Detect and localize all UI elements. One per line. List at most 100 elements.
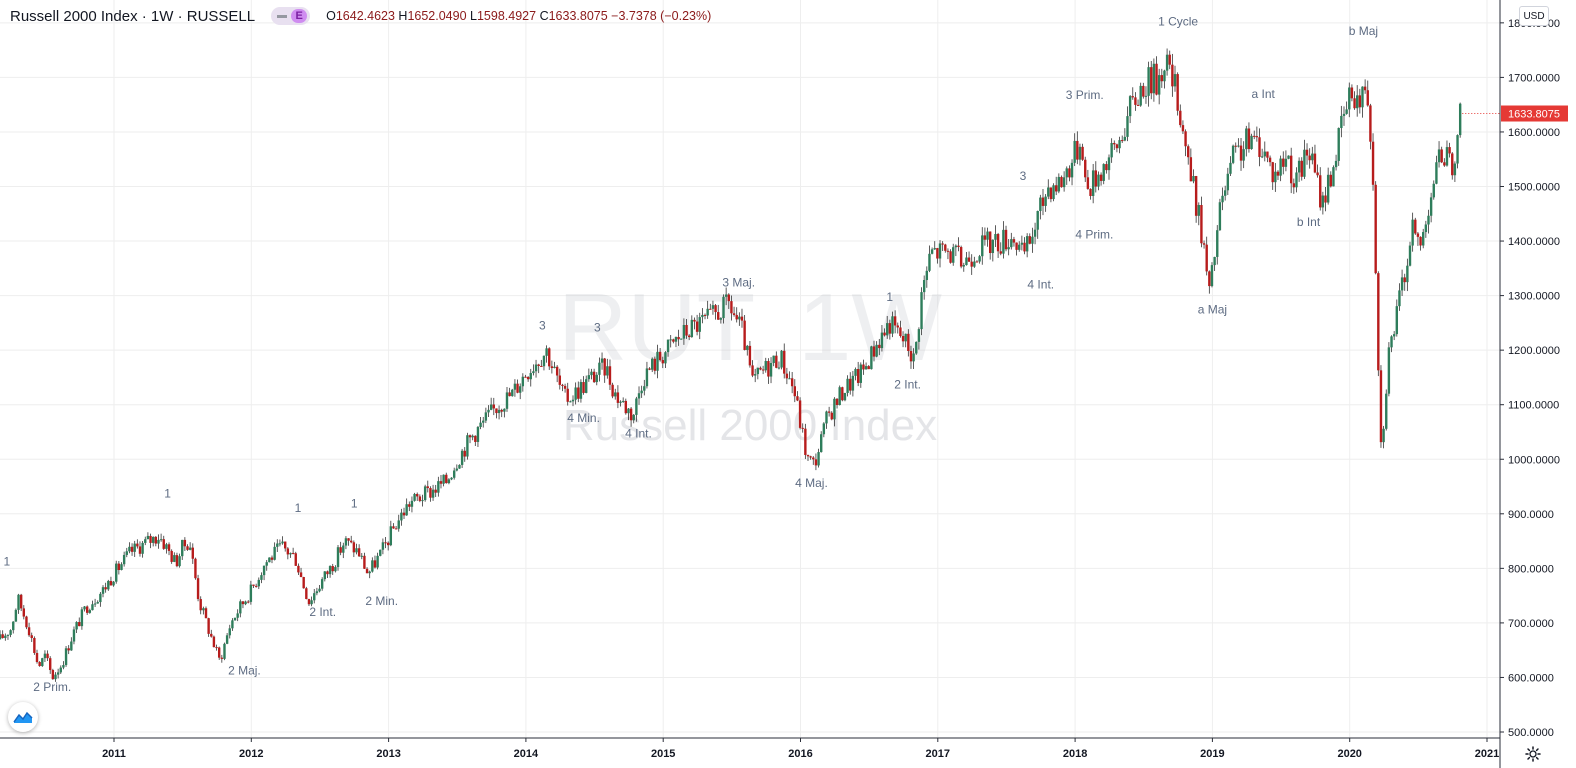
candle-body bbox=[978, 256, 981, 262]
candle-body bbox=[603, 358, 606, 376]
candle-body bbox=[645, 368, 649, 387]
tradingview-logo-icon[interactable] bbox=[8, 702, 38, 732]
currency-button[interactable]: USD bbox=[1519, 6, 1549, 26]
candle-body bbox=[9, 630, 12, 635]
candle-body bbox=[1448, 147, 1451, 154]
candle-body bbox=[1279, 158, 1282, 176]
candle-body bbox=[759, 367, 762, 370]
candle-body bbox=[952, 247, 955, 263]
candle-body bbox=[112, 581, 115, 586]
candle-body bbox=[1334, 160, 1338, 168]
candle-body bbox=[732, 313, 736, 315]
candle-body bbox=[489, 404, 493, 410]
candle-body bbox=[1374, 184, 1377, 274]
candle-body bbox=[210, 633, 213, 637]
candle-body bbox=[474, 435, 477, 442]
candle-body bbox=[1126, 116, 1129, 137]
candle-body bbox=[875, 344, 878, 357]
symbol-title[interactable]: Russell 2000 Index · 1W · RUSSELL bbox=[10, 7, 256, 25]
candle-body bbox=[672, 339, 675, 342]
candle-body bbox=[320, 579, 324, 589]
candle-body bbox=[64, 648, 68, 666]
candle-body bbox=[1160, 75, 1164, 82]
legend-badge-group[interactable]: E bbox=[271, 7, 311, 25]
candle-body bbox=[463, 450, 466, 457]
candle-body bbox=[1308, 155, 1311, 161]
x-tick-label: 2012 bbox=[239, 748, 263, 760]
candle-body bbox=[1403, 277, 1406, 283]
x-tick-label: 2015 bbox=[651, 748, 675, 760]
candle-body bbox=[352, 542, 356, 553]
candle-body bbox=[1139, 85, 1142, 106]
candle-body bbox=[666, 339, 670, 353]
candle-body bbox=[183, 539, 187, 547]
candle-body bbox=[59, 667, 62, 673]
candle-body bbox=[1089, 188, 1092, 196]
candle-body bbox=[244, 601, 247, 605]
candle-body bbox=[207, 618, 210, 634]
candle-body bbox=[703, 314, 707, 316]
x-tick-label: 2013 bbox=[376, 748, 400, 760]
candle-body bbox=[841, 387, 844, 401]
candle-body bbox=[83, 606, 86, 610]
legend-header: Russell 2000 Index · 1W · RUSSELL E O164… bbox=[10, 6, 711, 26]
candle-body bbox=[796, 396, 799, 401]
candle-body bbox=[1458, 103, 1462, 136]
candle-body bbox=[548, 348, 551, 367]
candle-body bbox=[764, 361, 767, 371]
candle-body bbox=[1070, 162, 1074, 178]
candle-body bbox=[38, 662, 41, 667]
candle-body bbox=[331, 566, 334, 572]
candle-body bbox=[912, 353, 915, 362]
candle-body bbox=[313, 593, 316, 601]
candle-body bbox=[4, 635, 7, 639]
candle-body bbox=[167, 544, 171, 551]
candle-body bbox=[1382, 428, 1385, 443]
candle-body bbox=[1245, 128, 1248, 150]
minus-icon[interactable] bbox=[277, 14, 288, 18]
candle-body bbox=[386, 542, 390, 546]
candle-body bbox=[88, 610, 92, 613]
y-tick-label: 1700.0000 bbox=[1508, 72, 1560, 84]
price-axis[interactable]: 500.0000 600.0000 700.0000 800.0000 900.0000… bbox=[1500, 18, 1560, 739]
candle-body bbox=[780, 350, 783, 368]
time-axis[interactable]: 2011 2012 2013 2014 2015 2016 2017 2018 2019 2020… bbox=[102, 738, 1499, 760]
candle-body bbox=[0, 634, 2, 640]
candle-body bbox=[307, 599, 311, 605]
candle-body bbox=[640, 390, 643, 394]
candle-body bbox=[1171, 64, 1174, 87]
candle-body bbox=[930, 249, 934, 254]
candle-body bbox=[701, 314, 704, 318]
candle-body bbox=[1002, 229, 1005, 254]
candle-body bbox=[212, 636, 216, 648]
candle-body bbox=[186, 546, 189, 550]
y-tick-label: 500.0000 bbox=[1508, 727, 1554, 739]
candle-body bbox=[1337, 128, 1340, 161]
earnings-badge[interactable]: E bbox=[291, 9, 308, 23]
candle-body bbox=[1297, 160, 1301, 173]
candle-body bbox=[249, 584, 253, 602]
candle-body bbox=[540, 365, 543, 367]
wave-label: 4 Int. bbox=[1027, 278, 1054, 292]
wave-label: a Int bbox=[1252, 87, 1276, 101]
wave-label: 2 Maj. bbox=[228, 664, 261, 678]
candle-body bbox=[1234, 145, 1237, 147]
candle-body bbox=[886, 323, 889, 336]
candle-body bbox=[1018, 244, 1021, 250]
candle-body bbox=[80, 609, 84, 627]
candle-body bbox=[722, 296, 725, 319]
candle-body bbox=[1255, 136, 1259, 138]
wave-label: 1 bbox=[295, 501, 302, 515]
candle-body bbox=[717, 312, 720, 320]
candle-body bbox=[318, 588, 321, 592]
candle-body bbox=[767, 361, 770, 377]
candle-body bbox=[231, 620, 234, 629]
candle-body bbox=[350, 540, 353, 543]
gear-icon[interactable] bbox=[1523, 744, 1543, 764]
candle-body bbox=[1128, 96, 1132, 117]
candle-body bbox=[1324, 195, 1327, 203]
candle-body bbox=[500, 409, 503, 412]
candle-body bbox=[99, 593, 102, 603]
candle-body bbox=[1173, 74, 1177, 87]
